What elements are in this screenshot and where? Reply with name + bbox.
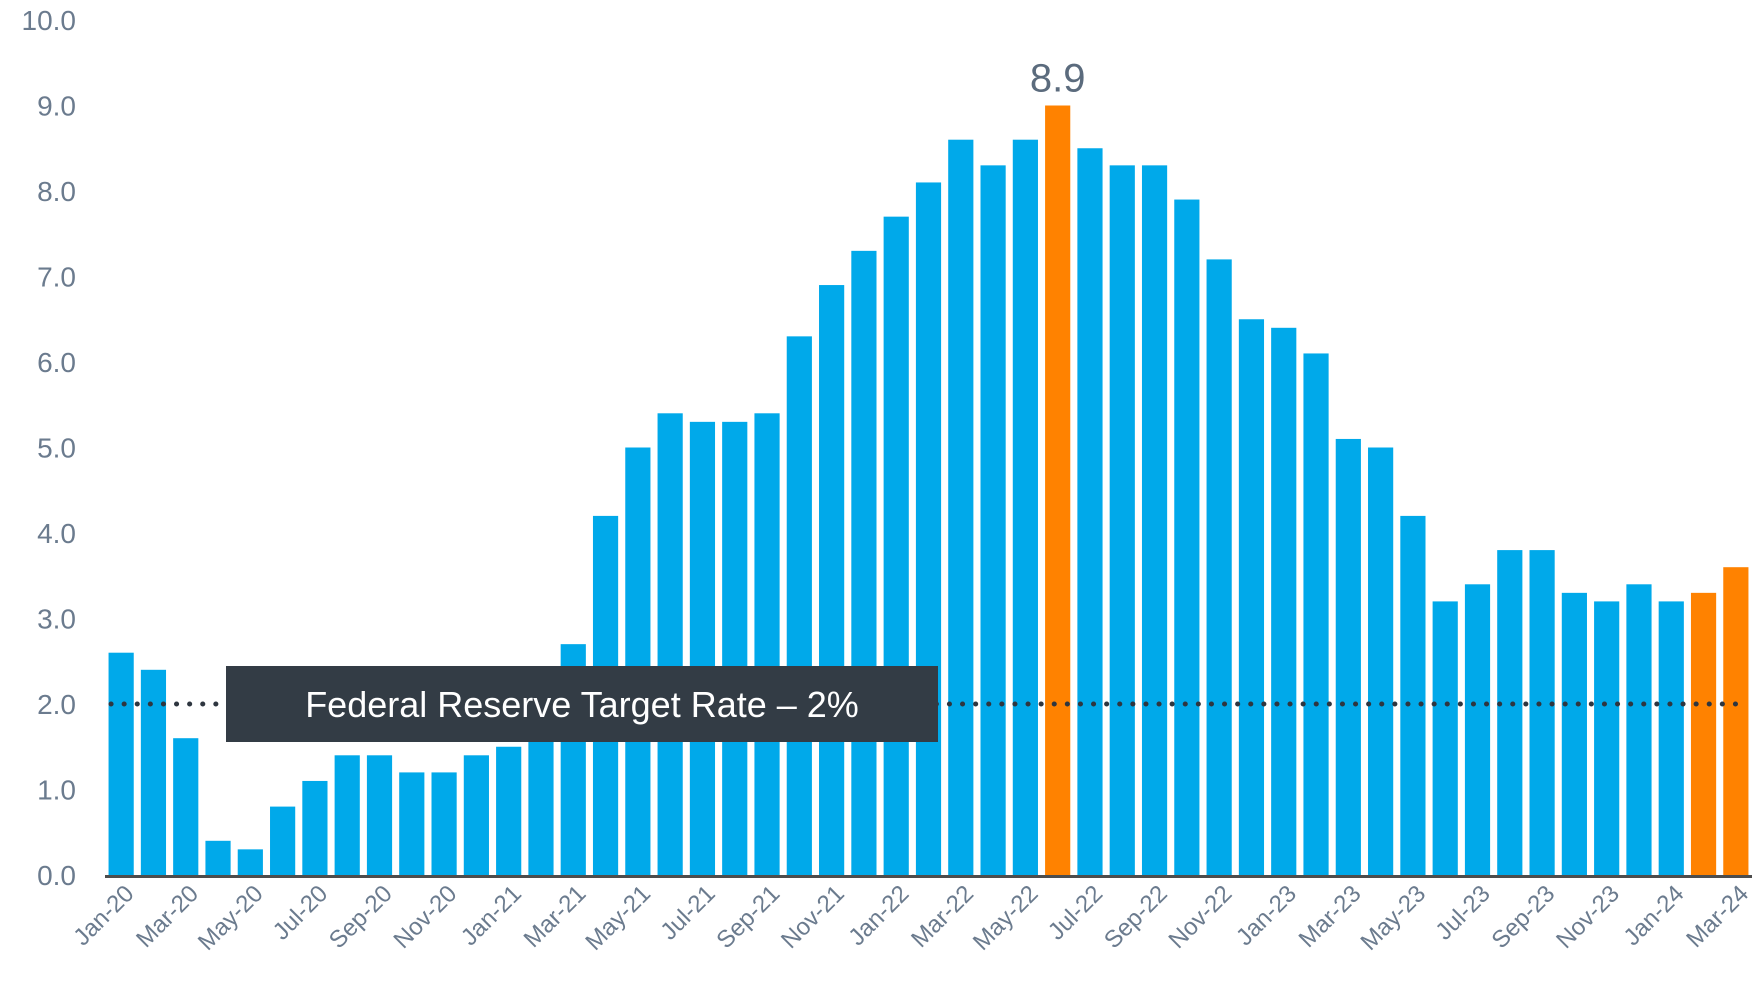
bar-dec-21 [851,250,877,876]
bar-nov-22 [1206,259,1232,875]
y-tick-label: 8.0 [37,176,76,207]
bar-feb-21 [528,729,554,875]
bar-oct-21 [786,336,812,876]
bar-aug-20 [334,755,360,875]
bar-sep-23 [1529,550,1555,875]
bar-aug-22 [1109,165,1135,876]
peak-value-label: 8.9 [1030,57,1086,101]
bar-jul-23 [1464,584,1491,875]
x-tick-label: May-21 [580,880,656,956]
bar-apr-23 [1368,447,1394,875]
x-tick-label: Mar-23 [1294,880,1367,953]
x-tick-label: Mar-21 [519,880,592,953]
y-tick-label: 1.0 [37,775,76,806]
bar-may-20 [237,849,263,875]
y-tick-label: 9.0 [37,91,76,122]
bar-mar-22 [948,139,974,875]
x-tick-label: Mar-22 [906,880,979,953]
y-tick-label: 2.0 [37,689,76,720]
bar-nov-21 [819,285,845,875]
bar-feb-24 [1690,592,1717,875]
bar-feb-20 [140,669,167,875]
bar-sep-20 [366,755,393,875]
bar-oct-20 [399,772,425,875]
y-axis-ticks: 0.0 1.0 2.0 3.0 4.0 5.0 6.0 7.0 8.0 9.0 10.0 [22,5,77,891]
bar-jan-20 [108,652,134,875]
bar-jan-21 [496,746,522,875]
bar-aug-21 [722,421,748,875]
bar-mar-20 [173,738,199,875]
bar-series [108,105,1749,876]
bar-jun-23 [1432,601,1458,875]
bar-jun-20 [270,806,296,875]
bar-oct-22 [1174,199,1200,876]
bar-jan-22 [883,216,909,875]
bar-aug-23 [1497,550,1523,875]
bar-jul-20 [302,780,328,875]
bar-may-21 [625,447,651,875]
reference-line-label: Federal Reserve Target Rate – 2% [305,684,859,725]
x-tick-label: May-20 [193,880,269,956]
annotations: 8.9 [1030,57,1086,101]
bar-jun-21 [657,413,683,875]
x-tick-label: Nov-20 [389,880,463,954]
x-tick-label: Nov-22 [1164,880,1238,954]
x-tick-label: Jan-24 [1619,880,1690,951]
x-tick-label: Sep-20 [324,880,398,954]
bar-jun-22 [1045,105,1071,875]
x-tick-label: Jan-20 [68,880,139,951]
x-tick-label: Sep-22 [1099,880,1173,954]
bar-jan-23 [1271,327,1297,875]
bar-jul-21 [689,421,716,875]
bar-dec-20 [463,755,489,875]
x-tick-label: Jan-23 [1231,880,1302,951]
y-tick-label: 7.0 [37,262,76,293]
y-tick-label: 0.0 [37,860,76,891]
x-tick-label: Sep-21 [711,880,785,954]
y-tick-label: 4.0 [37,518,76,549]
bar-apr-20 [205,840,231,875]
x-tick-label: May-23 [1355,880,1431,956]
x-tick-label: Mar-20 [131,880,204,953]
x-tick-label: May-22 [968,880,1044,956]
bar-dec-22 [1238,319,1265,875]
x-tick-label: Mar-24 [1681,880,1754,953]
x-tick-label: Jan-21 [456,880,527,951]
y-tick-label: 5.0 [37,433,76,464]
bar-nov-20 [431,772,457,875]
reference-line-label-background [226,666,938,742]
bar-feb-23 [1303,353,1329,875]
bar-oct-23 [1561,592,1587,875]
bar-jul-22 [1077,148,1103,875]
bar-nov-23 [1594,601,1620,875]
bar-may-23 [1400,515,1426,875]
x-tick-label: Jan-22 [843,880,914,951]
x-tick-label: Nov-21 [776,880,850,954]
bar-apr-22 [980,165,1006,876]
bar-sep-22 [1141,165,1168,876]
bar-sep-21 [754,413,780,875]
y-tick-label: 6.0 [37,347,76,378]
bar-may-22 [1012,139,1038,875]
bar-jan-24 [1658,601,1684,875]
y-tick-label: 3.0 [37,604,76,635]
reference-line-label-box: Federal Reserve Target Rate – 2% [226,666,938,742]
x-tick-label: Nov-23 [1551,880,1625,954]
x-tick-label: Sep-23 [1487,880,1561,954]
bar-dec-23 [1626,584,1652,875]
bar-mar-23 [1335,438,1361,875]
bar-feb-22 [915,182,942,875]
bar-mar-24 [1723,567,1749,875]
y-tick-label: 10.0 [22,5,77,36]
